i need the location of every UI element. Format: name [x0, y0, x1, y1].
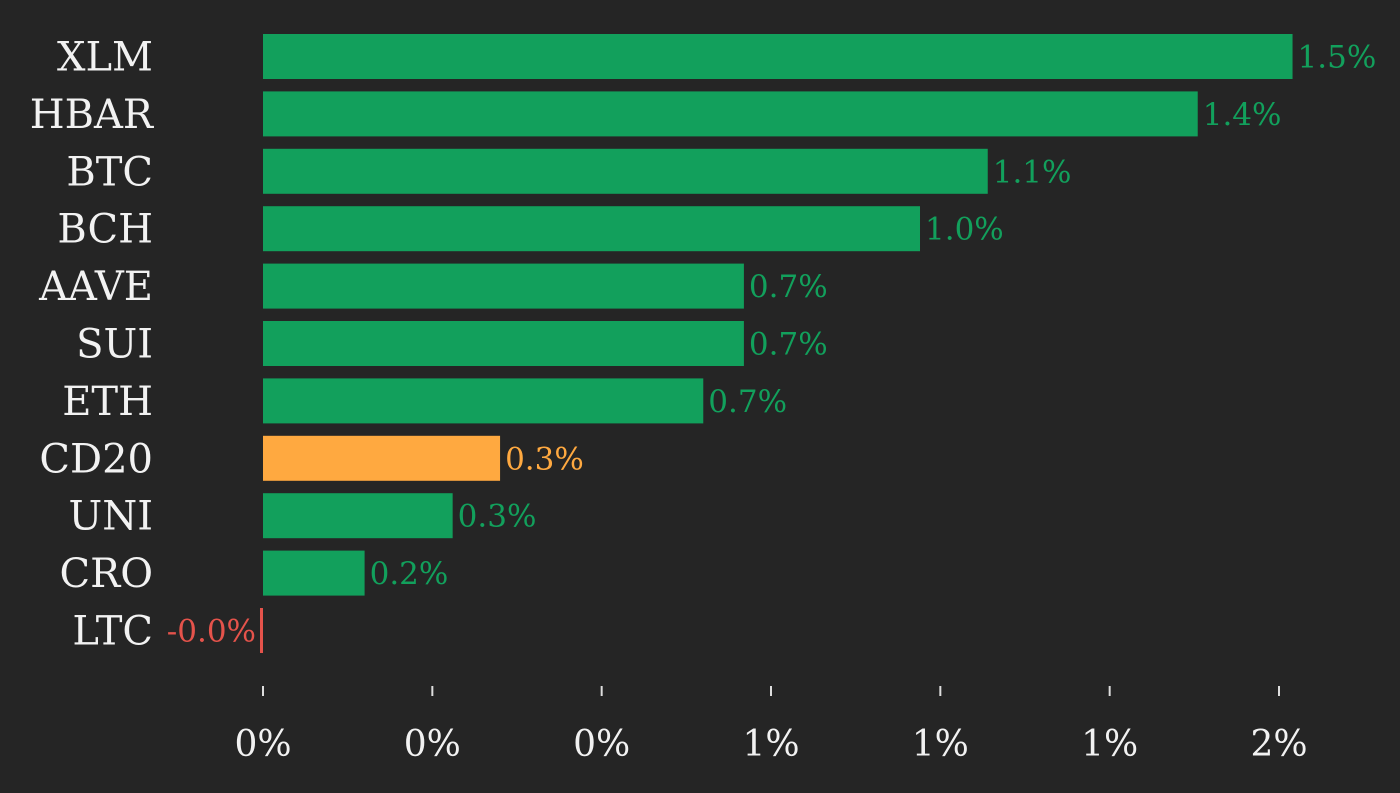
category-label-uni: UNI	[68, 494, 153, 540]
value-label-bch: 1.0%	[925, 212, 1004, 248]
bar-sui	[263, 321, 744, 366]
category-label-sui: SUI	[76, 322, 153, 368]
bars-layer	[260, 34, 1293, 653]
value-label-ltc: -0.0%	[167, 614, 256, 650]
bar-cro	[263, 550, 365, 596]
category-label-eth: ETH	[62, 379, 153, 425]
category-label-ltc: LTC	[72, 609, 153, 655]
x-axis: 0% 0% 0% 1% 1% 1% 2%	[234, 686, 1308, 765]
category-label-btc: BTC	[66, 149, 153, 195]
x-tick-label: 1%	[1081, 724, 1138, 765]
category-label-hbar: HBAR	[30, 92, 155, 138]
x-tick-label: 0%	[573, 724, 630, 765]
value-label-cro: 0.2%	[370, 556, 449, 592]
bar-xlm	[263, 34, 1293, 79]
category-label-cd20: CD20	[39, 436, 153, 482]
bar-bch	[263, 206, 921, 252]
value-label-xlm: 1.5%	[1298, 40, 1377, 76]
value-label-aave: 0.7%	[749, 269, 828, 305]
labels-layer: XLM 1.5% HBAR 1.4% BTC 1.1% BCH 1.0% AAVE 0.7% SUI…	[30, 35, 1377, 655]
x-tick-label: 1%	[742, 724, 799, 765]
x-tick-label: 0%	[234, 724, 291, 765]
category-label-cro: CRO	[59, 551, 153, 597]
bar-uni	[263, 493, 453, 539]
bar-btc	[263, 148, 988, 194]
category-label-xlm: XLM	[57, 35, 153, 81]
bar-ltc	[260, 608, 263, 653]
bar-aave	[263, 263, 744, 309]
category-label-bch: BCH	[57, 207, 153, 253]
x-tick-label: 1%	[912, 724, 969, 765]
value-label-hbar: 1.4%	[1203, 97, 1282, 133]
x-tick-label: 2%	[1250, 724, 1307, 765]
category-label-aave: AAVE	[38, 264, 153, 310]
x-tick-label: 0%	[404, 724, 461, 765]
bar-eth	[263, 378, 704, 424]
value-label-uni: 0.3%	[458, 499, 537, 535]
value-label-cd20: 0.3%	[505, 441, 584, 477]
value-label-btc: 1.1%	[993, 154, 1072, 190]
value-label-eth: 0.7%	[708, 384, 787, 420]
bar-hbar	[263, 91, 1198, 137]
bar-cd20	[263, 435, 501, 481]
value-label-sui: 0.7%	[749, 327, 828, 363]
